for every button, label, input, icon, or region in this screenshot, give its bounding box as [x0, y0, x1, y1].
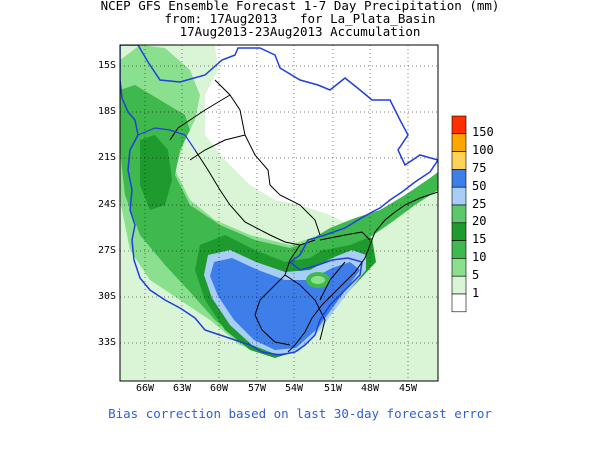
legend-label: 150 — [472, 125, 494, 139]
title-line-1: NCEP GFS Ensemble Forecast 1-7 Day Preci… — [100, 0, 500, 13]
legend-swatch — [451, 258, 467, 277]
lat-label: 18S — [97, 106, 116, 117]
lon-label: 66W — [135, 383, 155, 394]
legend-label: 25 — [472, 197, 487, 211]
legend-swatch — [451, 133, 467, 152]
legend-swatch — [451, 222, 467, 241]
lat-label: 24S — [97, 199, 116, 210]
legend-swatch — [451, 151, 467, 170]
legend-swatch — [451, 275, 467, 295]
legend-label: 15 — [472, 232, 487, 246]
legend-swatch — [451, 186, 467, 206]
precip-area-coast — [310, 172, 438, 250]
coastline — [287, 191, 438, 353]
legend-colorbar — [451, 115, 467, 313]
legend-label: 10 — [472, 250, 487, 264]
lat-label: 33S — [97, 337, 116, 348]
basin-outline — [120, 45, 438, 356]
map-frame — [119, 44, 439, 382]
lon-label: 51W — [323, 383, 343, 394]
basin-inner-outline — [137, 127, 196, 151]
legend-swatch — [451, 240, 467, 259]
legend-label: 75 — [472, 161, 487, 175]
bias-correction-note: Bias correction based on last 30-day for… — [108, 406, 492, 421]
legend-label: 1 — [472, 286, 480, 300]
lat-label: 30S — [97, 291, 116, 302]
precip-blob — [311, 276, 325, 284]
legend-swatch — [451, 115, 467, 135]
precip-blob — [427, 180, 437, 188]
lat-label: 21S — [97, 152, 116, 163]
lat-label: 15S — [97, 60, 116, 71]
precip-area-15mm — [140, 135, 172, 210]
legend-label: 20 — [472, 214, 487, 228]
lon-label: 48W — [360, 383, 380, 394]
title-line-3: 17Aug2013-23Aug2013 Accumulation — [179, 24, 421, 39]
legend-swatch — [451, 169, 467, 188]
map-grid — [120, 45, 438, 381]
lon-label: 45W — [398, 383, 418, 394]
lon-label: 60W — [209, 383, 229, 394]
lat-label: 27S — [97, 245, 116, 256]
lon-label: 54W — [284, 383, 304, 394]
legend-label: 50 — [472, 179, 487, 193]
legend-swatch — [451, 293, 467, 313]
legend-swatch — [451, 204, 467, 224]
lon-label: 63W — [172, 383, 192, 394]
title-line-2: from: 17Aug2013 for La_Plata_Basin — [164, 11, 436, 26]
lon-label: 57W — [247, 383, 267, 394]
legend-label: 5 — [472, 268, 480, 282]
legend-label: 100 — [472, 143, 494, 157]
